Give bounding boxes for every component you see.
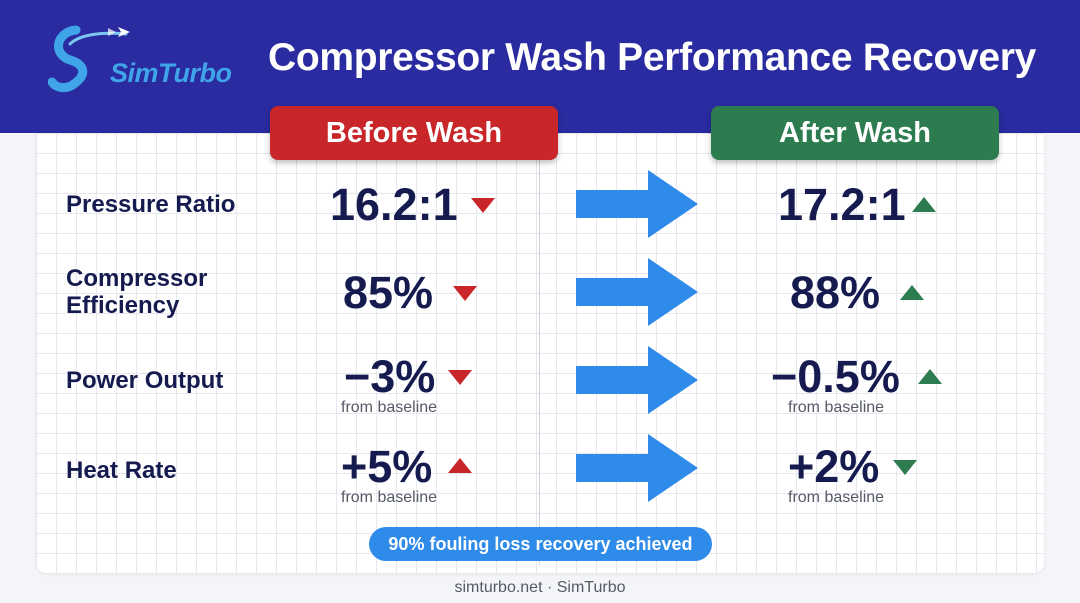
up-triangle-icon	[448, 458, 472, 473]
footer-credit: simturbo.net · SimTurbo	[454, 579, 626, 596]
comparison-card	[36, 133, 1044, 573]
row-label-power-output: Power Output	[66, 367, 224, 394]
before-value: 16.2:1	[330, 179, 458, 230]
after-value: 88%	[790, 267, 881, 318]
right-arrow-icon	[576, 258, 698, 326]
right-arrow-icon	[576, 346, 698, 414]
up-triangle-icon	[900, 285, 924, 300]
after-wash-header: After Wash	[711, 106, 999, 160]
up-triangle-icon	[912, 197, 936, 212]
right-arrow-icon	[576, 434, 698, 502]
before-value: −3%	[344, 351, 436, 402]
baseline-note: from baseline	[788, 399, 885, 416]
baseline-note: from baseline	[788, 489, 885, 506]
down-triangle-icon	[893, 460, 917, 475]
up-triangle-icon	[918, 369, 942, 384]
before-wash-header: Before Wash	[270, 106, 558, 160]
right-arrow-icon	[576, 170, 698, 238]
down-triangle-icon	[471, 198, 495, 213]
after-value: +2%	[788, 441, 880, 492]
logo: SimTurbo	[48, 18, 232, 98]
after-value: 17.2:1	[778, 179, 906, 230]
row-label-heat-rate: Heat Rate	[66, 457, 177, 484]
recovery-badge: 90% fouling loss recovery achieved	[369, 527, 712, 561]
turbine-swirl-icon	[48, 25, 130, 93]
after-value: −0.5%	[771, 351, 900, 402]
logo-text: SimTurbo	[110, 58, 232, 88]
down-triangle-icon	[448, 370, 472, 385]
before-value: 85%	[343, 267, 434, 318]
column-divider	[539, 140, 540, 565]
baseline-note: from baseline	[341, 489, 438, 506]
before-value: +5%	[341, 441, 433, 492]
row-label-pressure-ratio: Pressure Ratio	[66, 191, 236, 218]
page-title: Compressor Wash Performance Recovery	[268, 36, 1037, 79]
down-triangle-icon	[453, 286, 477, 301]
row-label-compressor-efficiency: Compressor Efficiency	[66, 265, 208, 319]
baseline-note: from baseline	[341, 399, 438, 416]
